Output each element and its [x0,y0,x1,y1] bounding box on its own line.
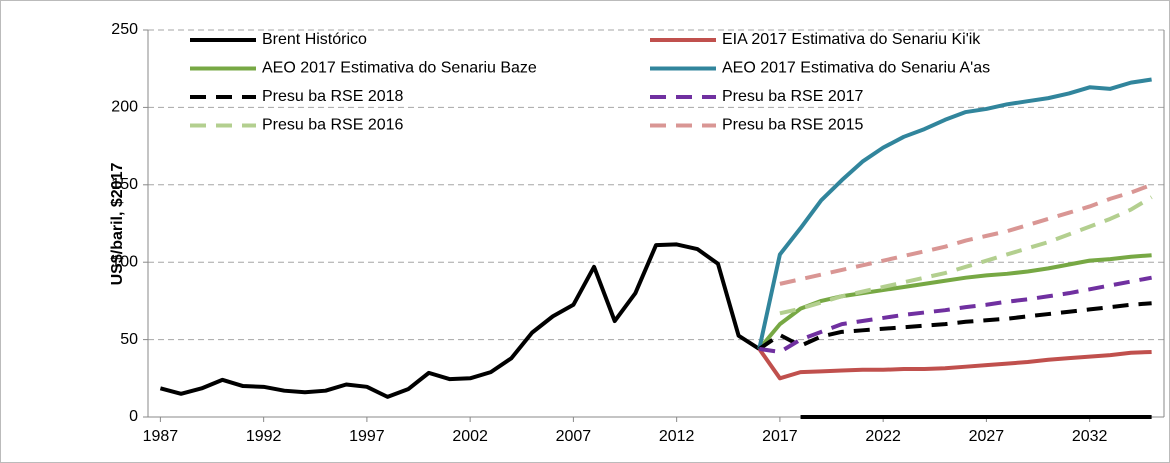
series-line [159,242,1152,419]
legend-label: EIA 2017 Estimativa do Senariu Ki'ik [722,31,981,48]
x-tick-label: 1997 [349,428,385,445]
series-line [779,182,1153,286]
legend-label: Presu ba RSE 2017 [722,88,864,105]
y-tick-label: 250 [111,21,138,38]
y-axis-label: US$/baril, $2017 [109,163,126,286]
legend-label: Presu ba RSE 2018 [262,88,404,105]
legend-label: AEO 2017 Estimativa do Senariu Baze [262,60,537,77]
x-tick-label: 2012 [659,428,695,445]
legend-label: Presu ba RSE 2015 [722,117,864,134]
series-line [779,195,1153,316]
series-line [757,77,1152,350]
y-tick-label: 150 [111,176,138,193]
series-line [757,253,1152,351]
x-tick-label: 1992 [246,428,282,445]
x-tick-label: 2017 [762,428,798,445]
y-tick-label: 200 [111,99,138,116]
legend-label: Brent Histórico [262,31,367,48]
legend-label: AEO 2017 Estimativa do Senariu A'as [722,60,990,77]
x-tick-label: 2032 [1072,428,1108,445]
x-tick-label: 2022 [865,428,901,445]
y-tick-label: 0 [129,408,138,425]
y-tick-label: 100 [111,253,138,270]
legend-label: Presu ba RSE 2016 [262,117,404,134]
x-tick-label: 2027 [969,428,1005,445]
y-tick-label: 50 [120,331,138,348]
x-tick-label: 2007 [556,428,592,445]
x-tick-label: 1987 [143,428,179,445]
x-tick-label: 2002 [452,428,488,445]
series-line [757,347,1152,381]
